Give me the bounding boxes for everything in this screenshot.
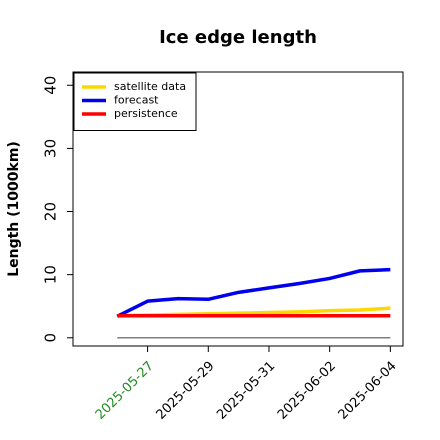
y-axis-label: Length (1000km): [6, 141, 22, 277]
legend-label: satellite data: [114, 80, 186, 93]
legend-label: persistence: [114, 107, 178, 120]
y-tick-label: 0: [42, 333, 60, 343]
x-tick-label: 2025-05-27: [93, 359, 157, 423]
x-tick-label: 2025-05-29: [154, 359, 218, 423]
chart-title: Ice edge length: [159, 27, 317, 48]
x-tick-label: 2025-06-04: [336, 359, 400, 423]
y-tick-label: 30: [42, 139, 60, 158]
y-tick-label: 10: [42, 265, 60, 284]
x-tick-label: 2025-05-31: [214, 359, 278, 423]
legend-label: forecast: [114, 94, 159, 107]
plot-frame: [72, 71, 404, 347]
x-tick-label: 2025-06-02: [275, 359, 339, 423]
data-line: [116, 267, 391, 318]
y-tick-label: 40: [42, 76, 60, 95]
y-tick-label: 20: [42, 202, 60, 221]
